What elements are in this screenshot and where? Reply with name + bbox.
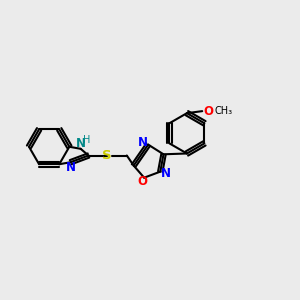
Text: N: N	[66, 161, 76, 174]
Text: N: N	[137, 136, 148, 149]
Text: O: O	[204, 105, 214, 118]
Text: CH₃: CH₃	[214, 106, 232, 116]
Text: S: S	[102, 149, 112, 162]
Text: N: N	[76, 136, 86, 150]
Text: N: N	[161, 167, 171, 180]
Text: O: O	[137, 175, 147, 188]
Text: H: H	[82, 135, 90, 145]
